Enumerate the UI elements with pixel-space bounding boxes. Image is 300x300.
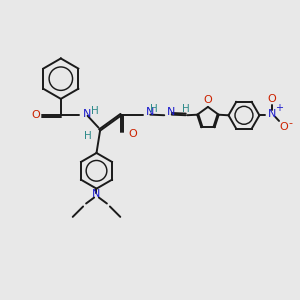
- Text: H: H: [150, 104, 158, 114]
- Text: +: +: [275, 103, 283, 113]
- Text: H: H: [84, 131, 92, 141]
- Text: O: O: [128, 129, 137, 139]
- Text: H: H: [91, 106, 98, 116]
- Text: N: N: [146, 107, 154, 117]
- Text: N: N: [167, 107, 176, 117]
- Text: N: N: [83, 109, 91, 119]
- Text: O: O: [204, 95, 212, 105]
- Text: N: N: [268, 109, 276, 119]
- Text: O: O: [32, 110, 40, 120]
- Text: -: -: [289, 118, 293, 128]
- Text: O: O: [268, 94, 277, 104]
- Text: O: O: [279, 122, 288, 132]
- Text: H: H: [182, 104, 190, 114]
- Text: N: N: [92, 189, 101, 199]
